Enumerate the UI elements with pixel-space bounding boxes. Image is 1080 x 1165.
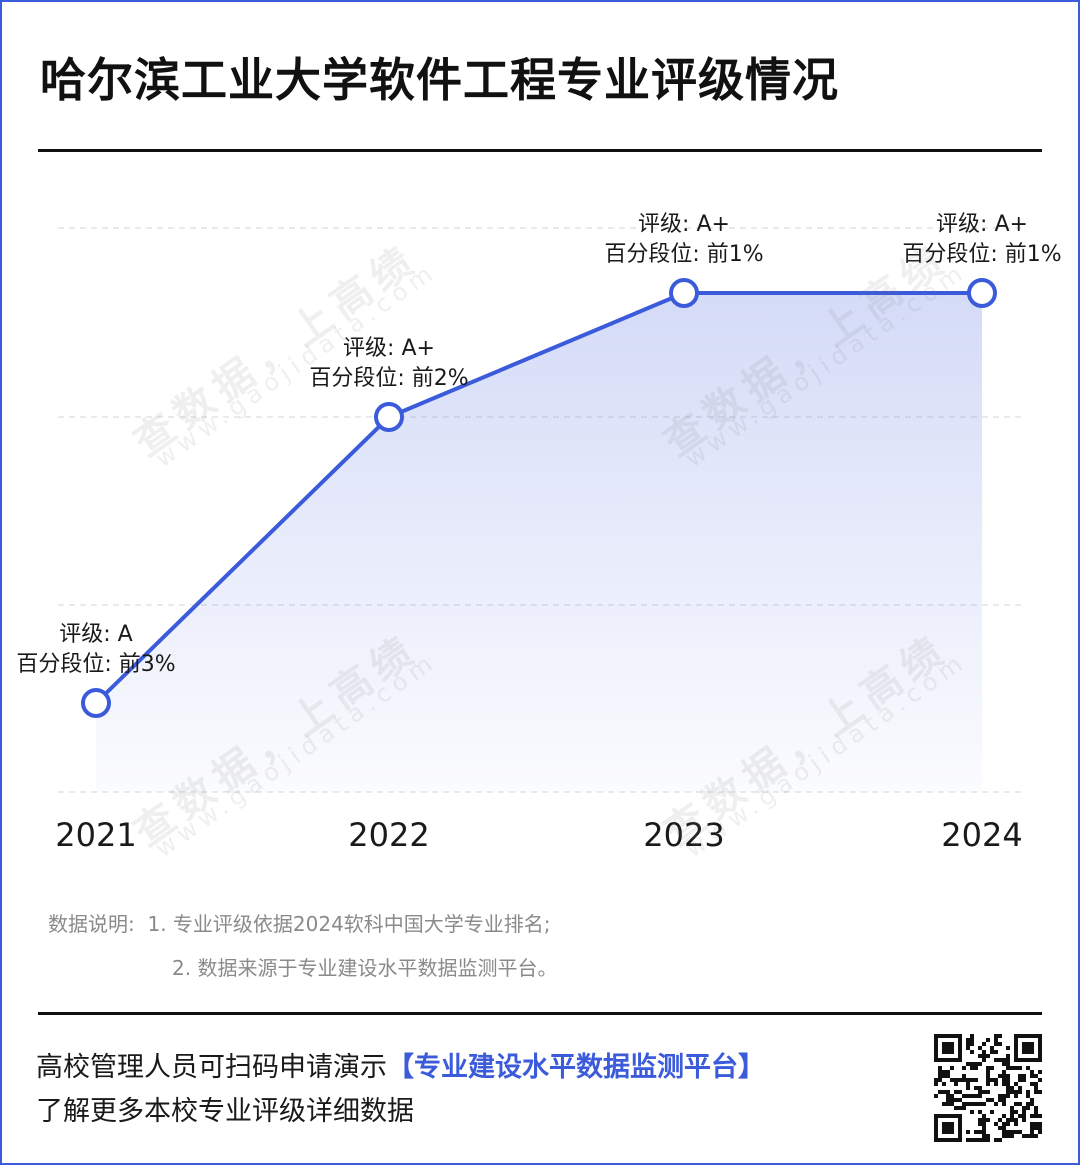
cta-text: 高校管理人员可扫码申请演示: [36, 1052, 387, 1083]
footer-divider: [38, 1012, 1042, 1015]
series-line: [94, 291, 982, 705]
x-tick-label: 2022: [348, 816, 429, 854]
page-title: 哈尔滨工业大学软件工程专业评级情况: [40, 53, 839, 107]
rating-label: 评级: A+: [936, 212, 1028, 237]
data-point-2024: [967, 278, 997, 308]
x-tick-label: 2021: [55, 816, 136, 854]
cta-text-2: 了解更多本校专业评级详细数据: [36, 1096, 414, 1127]
rating-chart: 评级: A 百分段位: 前3% 评级: A+ 百分段位: 前2% 评级: A+ 百分段位:…: [16, 212, 1061, 854]
percentile-label: 百分段位: 前3%: [16, 652, 175, 677]
qr-code-icon[interactable]: [934, 1034, 1042, 1142]
title-divider: [38, 149, 1042, 152]
data-point-2021: [81, 688, 111, 718]
data-notes: 数据说明: 1. 专业评级依据2024软科中国大学专业排名; 2. 数据来源于专…: [48, 902, 557, 990]
platform-link[interactable]: 【专业建设水平数据监测平台】: [387, 1052, 765, 1083]
notes-line-1: 1. 专业评级依据2024软科中国大学专业排名;: [147, 912, 551, 936]
percentile-label: 百分段位: 前2%: [309, 366, 468, 391]
rating-label: 评级: A: [59, 622, 132, 647]
percentile-label: 百分段位: 前1%: [604, 242, 763, 267]
rating-label: 评级: A+: [638, 212, 730, 237]
data-point-2023: [669, 278, 699, 308]
footer-cta: 高校管理人员可扫码申请演示【专业建设水平数据监测平台】 了解更多本校专业评级详细…: [36, 1046, 765, 1134]
percentile-label: 百分段位: 前1%: [902, 242, 1061, 267]
notes-line-2: 2. 数据来源于专业建设水平数据监测平台。: [172, 956, 558, 980]
x-tick-label: 2024: [941, 816, 1022, 854]
notes-label: 数据说明:: [48, 912, 135, 936]
rating-label: 评级: A+: [343, 336, 435, 361]
data-point-2022: [374, 402, 404, 432]
area-fill: [96, 293, 982, 792]
x-tick-label: 2023: [643, 816, 724, 854]
